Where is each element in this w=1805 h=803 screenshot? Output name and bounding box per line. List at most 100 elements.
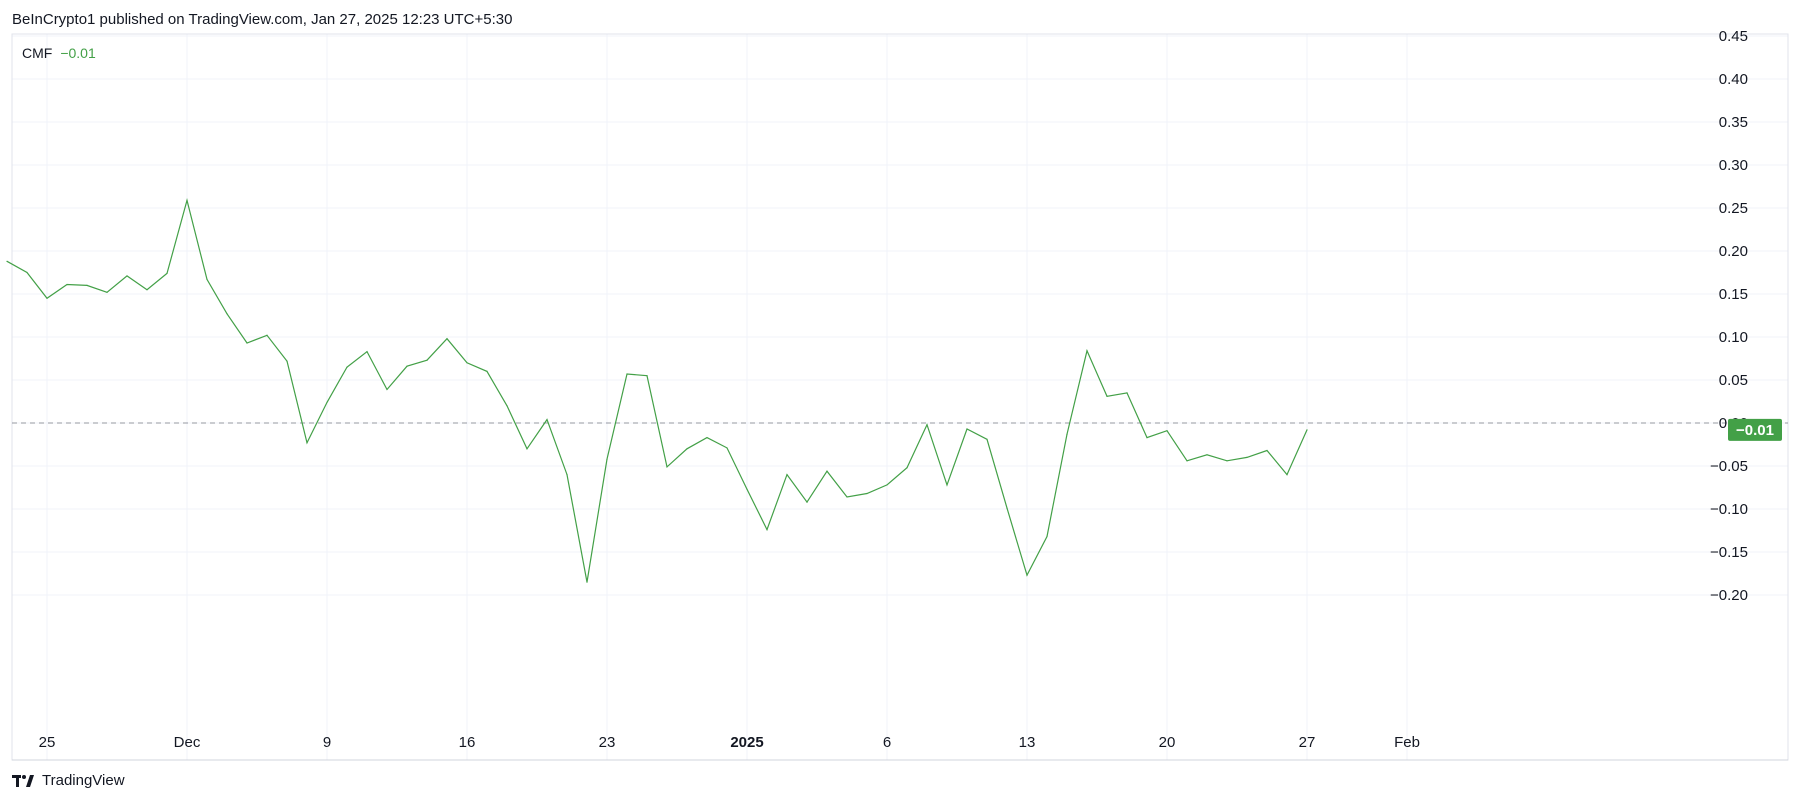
cmf-data-point <box>526 448 528 450</box>
x-tick-label: 16 <box>459 734 476 751</box>
cmf-data-point <box>386 388 388 391</box>
cmf-data-point <box>466 362 468 364</box>
cmf-data-point <box>1186 460 1188 462</box>
cmf-data-point <box>226 313 228 315</box>
x-tick-label: 9 <box>323 734 331 751</box>
x-tick-label: 25 <box>39 734 56 751</box>
cmf-series-line <box>6 197 1308 583</box>
cmf-data-point <box>646 375 648 377</box>
cmf-data-points <box>6 199 1308 583</box>
y-tick-label: −0.20 <box>1710 587 1748 604</box>
current-value-badge: −0.01 <box>1728 418 1782 441</box>
cmf-data-point <box>1286 474 1288 476</box>
cmf-data-point <box>346 366 348 368</box>
x-tick-label: Feb <box>1394 734 1420 751</box>
cmf-data-point <box>566 474 568 476</box>
cmf-data-point <box>986 438 988 440</box>
indicator-legend[interactable]: CMF −0.01 <box>22 45 96 61</box>
cmf-data-point <box>886 484 888 486</box>
x-tick-label: 2025 <box>730 734 763 751</box>
cmf-data-point <box>1126 392 1128 394</box>
cmf-data-point <box>166 272 168 274</box>
cmf-data-point <box>1246 456 1248 458</box>
cmf-data-point <box>246 342 248 344</box>
current-value-badge-box <box>1728 418 1782 441</box>
cmf-data-point <box>426 359 428 361</box>
cmf-data-point <box>1226 460 1228 462</box>
cmf-data-point <box>666 466 668 468</box>
y-axis: 0.450.400.350.300.250.200.150.100.050.00… <box>1710 28 1748 604</box>
cmf-data-point <box>186 199 188 201</box>
y-tick-label: −0.05 <box>1710 458 1748 475</box>
y-tick-label: 0.15 <box>1719 286 1748 303</box>
cmf-data-point <box>1106 395 1108 397</box>
cmf-data-point <box>6 260 8 262</box>
cmf-data-point <box>66 283 68 286</box>
cmf-data-point <box>106 291 108 293</box>
y-tick-label: 0.25 <box>1719 200 1748 217</box>
cmf-data-point <box>486 370 488 372</box>
cmf-data-point <box>706 437 708 439</box>
cmf-data-point <box>826 470 828 472</box>
cmf-data-point <box>686 448 688 450</box>
cmf-data-point <box>126 275 128 277</box>
cmf-data-point <box>726 447 728 449</box>
cmf-data-point <box>1026 574 1028 576</box>
cmf-data-point <box>746 488 748 490</box>
x-tick-label: 13 <box>1019 734 1036 751</box>
chart-grid <box>12 34 1788 760</box>
cmf-data-point <box>546 418 548 421</box>
y-tick-label: −0.15 <box>1710 544 1748 561</box>
cmf-data-point <box>1166 430 1168 432</box>
current-value-badge-label: −0.01 <box>1736 422 1774 439</box>
y-tick-label: 0.10 <box>1719 329 1748 346</box>
cmf-data-point <box>866 492 868 495</box>
cmf-data-point <box>326 401 328 403</box>
y-tick-label: 0.20 <box>1719 243 1748 260</box>
cmf-data-point <box>406 365 408 367</box>
x-axis: 25 Dec 9 16 23 2025 6 13 20 27 Feb <box>39 734 1420 751</box>
tradingview-brand: TradingView <box>42 772 125 789</box>
cmf-data-point <box>766 529 768 531</box>
cmf-data-point <box>966 428 968 430</box>
cmf-data-point <box>626 373 628 375</box>
cmf-data-point <box>506 405 508 407</box>
cmf-data-point <box>806 501 808 503</box>
cmf-data-point <box>946 484 948 486</box>
plot-frame <box>11 33 1789 761</box>
cmf-data-point <box>1206 454 1208 456</box>
cmf-data-point <box>146 289 148 291</box>
x-tick-label: 23 <box>599 734 616 751</box>
cmf-data-point <box>926 424 928 426</box>
tradingview-footer[interactable]: TradingView <box>12 772 125 789</box>
y-tick-label: −0.10 <box>1710 501 1748 518</box>
indicator-value: −0.01 <box>60 45 96 61</box>
y-tick-label: 0.35 <box>1719 114 1748 131</box>
cmf-data-point <box>206 278 208 280</box>
cmf-data-point <box>86 284 88 286</box>
indicator-name: CMF <box>22 45 53 61</box>
y-tick-label: 0.40 <box>1719 71 1748 88</box>
cmf-data-point <box>586 581 588 583</box>
cmf-data-point <box>906 467 908 469</box>
x-tick-label: Dec <box>174 734 201 751</box>
cmf-data-point <box>286 360 288 362</box>
cmf-data-point <box>266 334 268 336</box>
cmf-data-point <box>46 297 48 299</box>
x-tick-label: 20 <box>1159 734 1176 751</box>
cmf-data-point <box>1086 350 1088 352</box>
cmf-data-point <box>1266 449 1268 452</box>
y-tick-label: 0.30 <box>1719 157 1748 174</box>
cmf-data-point <box>26 271 28 274</box>
cmf-data-point <box>366 351 368 353</box>
cmf-data-point <box>1046 535 1048 538</box>
x-tick-label: 6 <box>883 734 891 751</box>
x-tick-label: 27 <box>1299 734 1316 751</box>
cmf-data-point <box>1306 429 1308 431</box>
cmf-data-point <box>1066 433 1068 435</box>
cmf-data-point <box>306 442 308 444</box>
cmf-data-point <box>1006 507 1008 509</box>
published-header: BeInCrypto1 published on TradingView.com… <box>12 11 513 28</box>
cmf-data-point <box>1146 437 1148 439</box>
